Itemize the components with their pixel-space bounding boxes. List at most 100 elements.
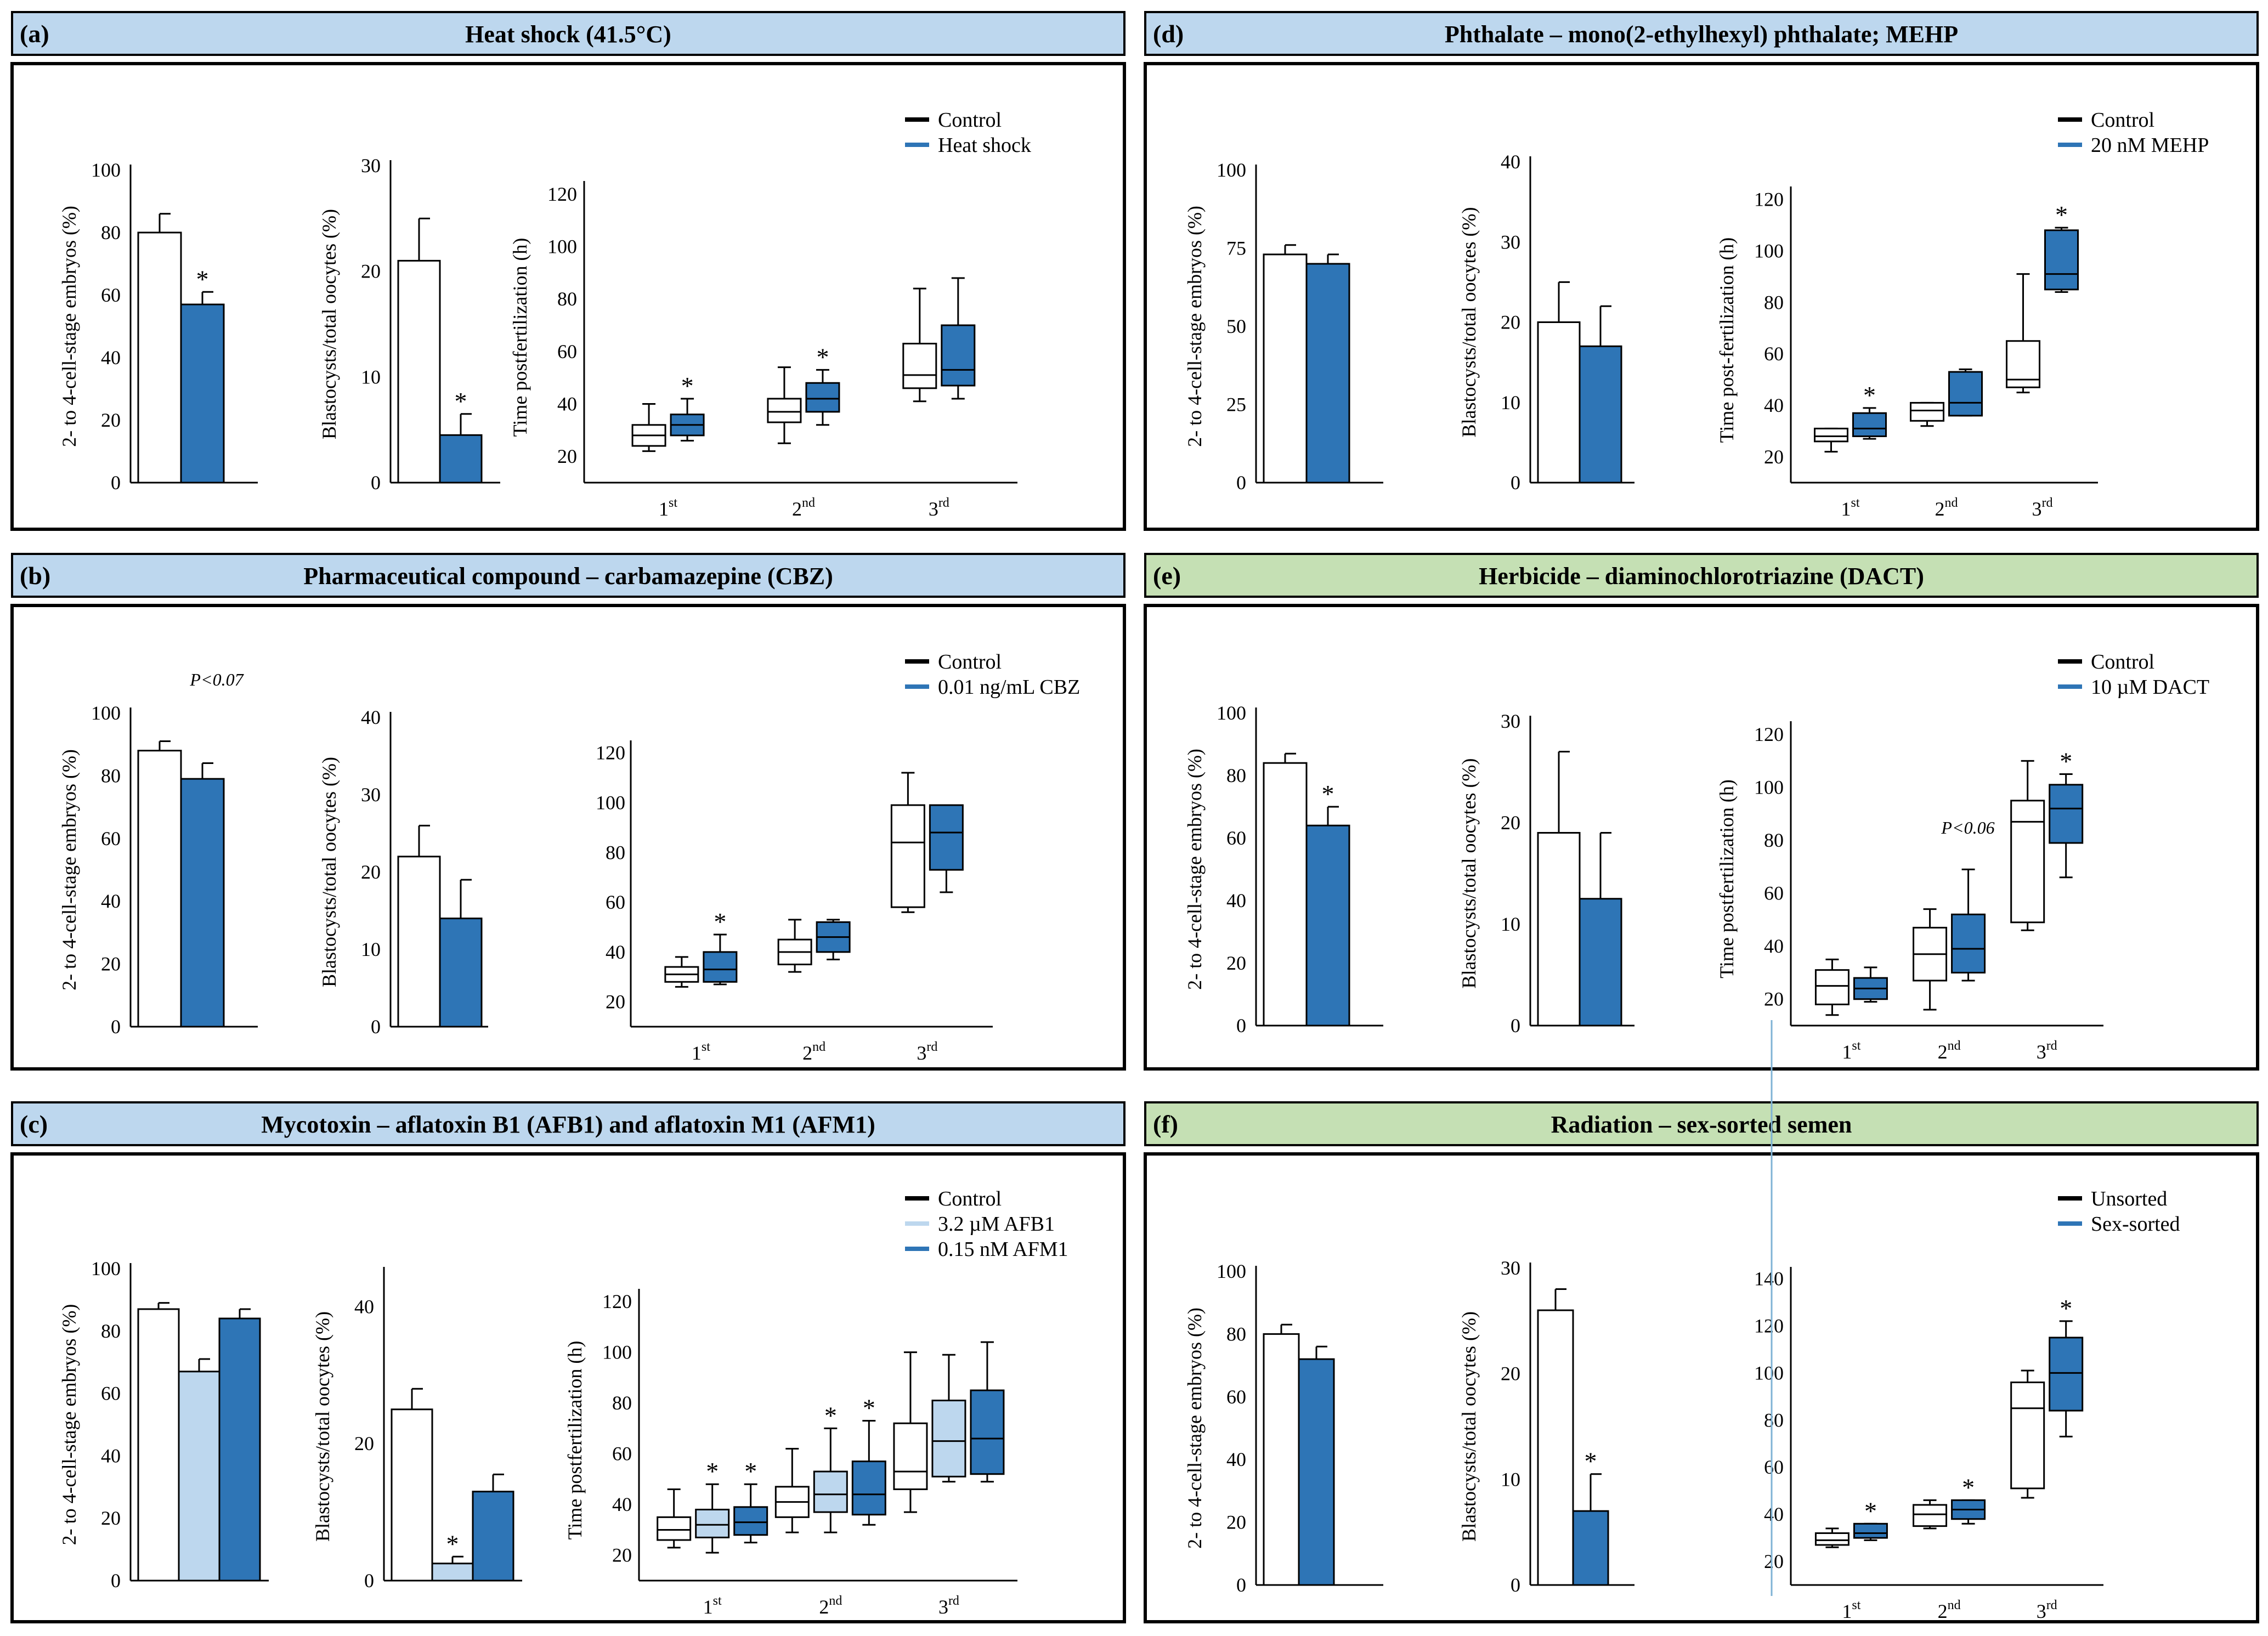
legend-label: Control [938, 109, 1002, 132]
bar [439, 918, 483, 1028]
panel-header-bg [1144, 553, 2259, 598]
y-tick-label: 80 [101, 222, 121, 244]
y-tick-label: 20 [101, 953, 121, 975]
box-chart-timing: 20 40 60 80 100 120 Time post-fertilization (h… [1716, 186, 2098, 520]
y-tick-label: 100 [1754, 240, 1784, 262]
y-tick-label: 100 [91, 702, 121, 724]
panel-letter: (a) [20, 20, 49, 48]
box [1913, 1504, 1948, 1527]
significance-star: * [681, 372, 694, 400]
y-tick-label: 80 [101, 1320, 121, 1342]
panel-frame [1144, 62, 2259, 531]
bar-chart-blastocyst: 0 10 20 30 40 Blastocysts/total oocytes (%) [318, 706, 488, 1038]
legend-label: Control [2091, 650, 2154, 673]
box-chart-timing: 20 40 60 80 100 120 140 * 1st * 2nd * 3rd [1754, 1267, 2103, 1622]
panel-title: Heat shock (41.5°C) [465, 21, 671, 48]
x-tick-label: 1st [659, 496, 677, 520]
box [890, 804, 925, 908]
y-axis-label: Blastocysts/total oocytes (%) [1458, 1311, 1480, 1542]
significance-star: * [1585, 1447, 1597, 1475]
bar-chart-cleavage: 0 20 40 60 80 100 2- to 4-cell-stage embryos (… [58, 159, 258, 494]
bar-chart-cleavage: 0 20 40 60 80 100 2- to 4-cell-stage embryos (… [58, 670, 258, 1038]
legend-label: 20 nM MEHP [2091, 134, 2209, 157]
y-tick-label: 40 [612, 1493, 632, 1515]
legend-label: 3.2 µM AFB1 [938, 1213, 1055, 1236]
significance-star: * [706, 1457, 719, 1485]
x-tick-label: 2nd [1938, 1598, 1961, 1622]
y-tick-label: 20 [361, 261, 381, 282]
significance-star: * [1962, 1473, 1975, 1501]
y-tick-label: 20 [1226, 1512, 1246, 1533]
significance-star: * [2055, 201, 2068, 229]
box [931, 1400, 966, 1478]
panel-header-bg [11, 11, 1125, 56]
bar [1263, 1333, 1300, 1586]
y-tick-label: 0 [1236, 1015, 1246, 1037]
box [703, 951, 738, 983]
y-tick-label: 100 [1217, 1260, 1246, 1282]
panel-title: Radiation – sex-sorted semen [1551, 1111, 1852, 1138]
y-tick-label: 100 [596, 791, 625, 813]
y-tick-label: 120 [547, 183, 577, 205]
panel-header-bg [1144, 1101, 2259, 1146]
y-tick-label: 60 [557, 341, 577, 363]
y-tick-label: 20 [1764, 988, 1784, 1010]
y-tick-label: 0 [1236, 472, 1246, 494]
y-tick-label: 10 [1501, 913, 1520, 935]
y-tick-label: 40 [557, 393, 577, 415]
bar [137, 750, 182, 1028]
y-tick-label: 80 [1226, 765, 1246, 786]
legend-label: Sex-sorted [2091, 1213, 2180, 1236]
y-tick-label: 30 [1501, 710, 1520, 732]
legend-label: 0.15 nM AFM1 [938, 1238, 1068, 1261]
y-tick-label: 25 [1226, 394, 1246, 416]
y-tick-label: 0 [371, 472, 381, 494]
significance-star: * [824, 1401, 837, 1429]
x-tick-label: 3rd [2037, 1598, 2057, 1622]
panel-frame [1144, 1152, 2259, 1623]
bar [178, 1371, 220, 1582]
box [2010, 800, 2045, 924]
y-tick-label: 50 [1226, 315, 1246, 337]
y-axis-label: Time post-fertilization (h) [1716, 237, 1738, 443]
y-tick-label: 40 [606, 941, 625, 963]
y-axis-label: Blastocysts/total oocytes (%) [1458, 758, 1480, 989]
y-tick-label: 20 [606, 991, 625, 1013]
y-tick-label: 60 [101, 1383, 121, 1405]
y-tick-label: 40 [101, 890, 121, 912]
x-tick-label: 1st [1842, 1039, 1860, 1063]
box [929, 804, 964, 871]
significance-star: * [455, 387, 467, 415]
y-tick-label: 30 [1501, 1257, 1520, 1279]
y-tick-label: 40 [101, 347, 121, 369]
y-tick-label: 75 [1226, 237, 1246, 259]
box [1814, 1532, 1850, 1546]
bar-chart-blastocyst: 0 20 40 Blastocysts/total oocytes (%) * [312, 1267, 522, 1592]
y-tick-label: 60 [101, 828, 121, 850]
y-tick-label: 80 [1764, 291, 1784, 313]
box [1814, 969, 1850, 1005]
panel-header-bg [11, 553, 1125, 598]
y-axis-label: Time postfertilization (h) [1716, 779, 1738, 978]
panel-header-2: (c) Mycotoxin – aflatoxin B1 (AFB1) and a… [11, 1101, 1125, 1146]
y-tick-label: 100 [602, 1341, 632, 1363]
y-axis-label: 2- to 4-cell-stage embryos (%) [58, 749, 80, 990]
y-tick-label: 140 [1754, 1267, 1784, 1289]
y-tick-label: 40 [1226, 890, 1246, 912]
y-tick-label: 40 [1764, 394, 1784, 416]
y-tick-label: 60 [1764, 882, 1784, 904]
y-axis-label: Blastocysts/total oocytes (%) [1458, 207, 1480, 438]
box [851, 1460, 886, 1516]
legend: Control 0.01 ng/mL CBZ [905, 650, 1080, 699]
bar [137, 231, 182, 484]
box [902, 343, 937, 389]
box [805, 382, 840, 413]
y-tick-label: 40 [1226, 1448, 1246, 1470]
y-axis-label: 2- to 4-cell-stage embryos (%) [1184, 749, 1206, 990]
x-tick-label: 2nd [792, 496, 815, 520]
significance-star: * [816, 343, 829, 371]
y-axis-label: Blastocysts/total oocytes (%) [318, 757, 340, 987]
